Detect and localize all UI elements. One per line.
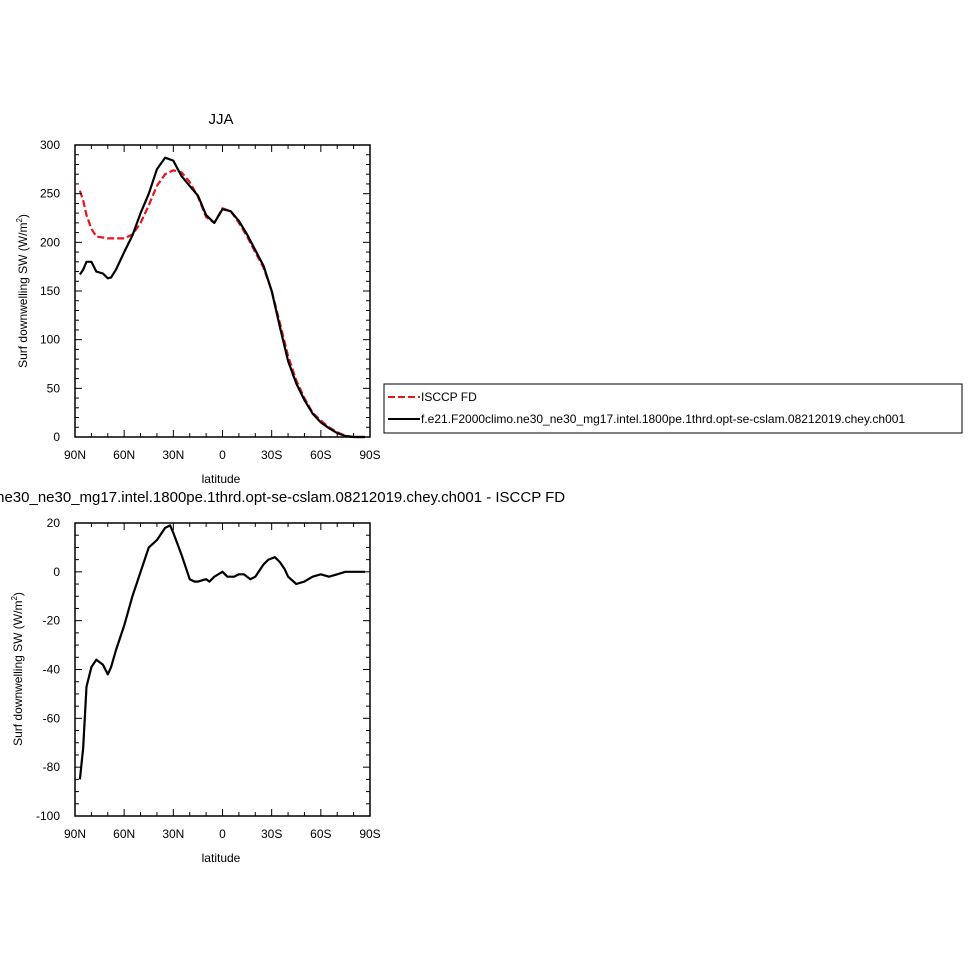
x-tick-label: 90N [64,448,86,462]
x-tick-label: 30N [162,448,184,462]
y-tick-label: -20 [43,614,61,628]
y-tick-label: -80 [43,760,61,774]
panel-top: JJA 0 50 100 150 200 250 300 90N 60N 30N 0 30S 60S 9… [15,111,381,486]
x-tick-label: 0 [219,827,226,841]
x-tick-label: 90S [359,827,380,841]
y-tick-label: 50 [47,381,61,395]
y-tick-label: 250 [40,187,60,201]
x-axis-label: latitude [202,472,241,486]
y-tick-label: 0 [53,430,60,444]
legend: ISCCP FD f.e21.F2000climo.ne30_ne30_mg17… [383,383,963,434]
y-tick-label: 300 [40,138,60,152]
x-tick-label: 30S [261,448,282,462]
series-line-difference [78,524,366,780]
series-line-model [78,156,366,439]
x-tick-label: 60S [310,827,331,841]
x-tick-label: 60N [113,448,135,462]
y-axis-label: Surf downwelling SW (W/m2) [15,214,30,368]
y-tick-label: 0 [53,565,60,579]
chart-title-difference: f.e21.F2000climo.ne30_ne30_mg17.intel.18… [0,489,565,506]
y-tick-label: -100 [36,809,60,823]
chart-title: JJA [208,111,233,128]
y-tick-label: -40 [43,663,61,677]
y-axis-label-difference: Surf downwelling SW (W/m2) [10,592,25,746]
y-tick-label: -60 [43,711,61,725]
y-tick-label: 150 [40,284,60,298]
x-tick-label: 0 [219,448,226,462]
x-tick-label: 30N [162,827,184,841]
x-tick-label: 60S [310,448,331,462]
x-tick-label: 90N [64,827,86,841]
legend-label-model: f.e21.F2000climo.ne30_ne30_mg17.intel.18… [421,412,905,426]
y-tick-label: 100 [40,333,60,347]
panel-bottom: f.e21.F2000climo.ne30_ne30_mg17.intel.18… [0,489,565,865]
legend-label-isccp: ISCCP FD [421,390,477,404]
y-tick-label: 20 [47,516,61,530]
x-axis-label-difference: latitude [202,851,241,865]
x-tick-label: 60N [113,827,135,841]
legend-box [383,383,963,434]
x-tick-label: 90S [359,448,380,462]
x-tick-label: 30S [261,827,282,841]
y-tick-label: 200 [40,235,60,249]
